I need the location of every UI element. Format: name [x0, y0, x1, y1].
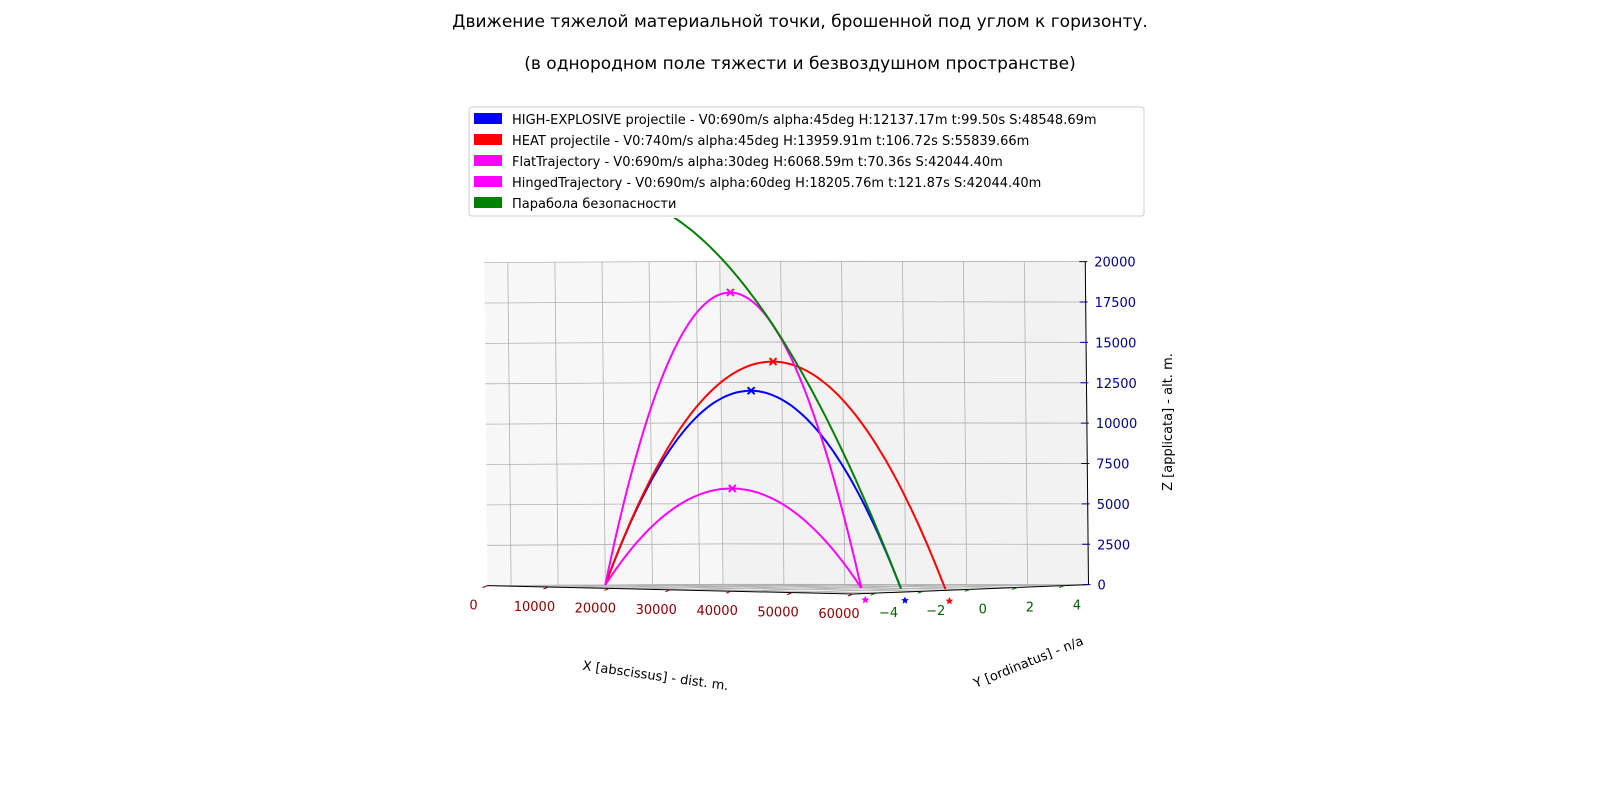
- legend-label: Парабола безопасности: [512, 197, 676, 212]
- x-axis-label: X [abscissus] - dist. m.: [582, 659, 730, 694]
- grid-line-z: [487, 543, 1089, 546]
- y-tick-mark: [1058, 585, 1066, 589]
- apex-marker: [726, 288, 735, 297]
- y-tick-mark: [870, 592, 877, 596]
- x-tick-mark: [604, 587, 610, 591]
- landing-marker: [901, 596, 909, 604]
- apex-marker: [746, 386, 756, 395]
- tick-labels: 0 10000 20000 30000 40000 50000 60000 −4 −2 0 2 4 0 2…: [469, 256, 1137, 622]
- apex-marker: [768, 357, 778, 366]
- y-tick-label: 0: [979, 602, 987, 617]
- y-tick-label: −4: [879, 606, 898, 621]
- z-tick-label: 2500: [1097, 538, 1130, 553]
- grid-line-z: [484, 260, 1086, 264]
- grid-line-z: [486, 462, 1088, 465]
- trajectory-line: [672, 218, 902, 589]
- z-tick-label: 17500: [1095, 296, 1136, 311]
- y-tick-mark: [964, 588, 971, 592]
- y-tick-mark: [1011, 586, 1019, 590]
- x-tick-label: 40000: [696, 604, 737, 619]
- legend-label: FlatTrajectory - V0:690m/s alpha:30deg H…: [512, 155, 1003, 170]
- legend: HIGH-EXPLOSIVE projectile - V0:690m/s al…: [468, 106, 1145, 217]
- grid-line-z: [484, 301, 1086, 304]
- z-axis-label: Z [applicata] - alt. m.: [1161, 353, 1176, 491]
- grid-line-z: [485, 341, 1087, 344]
- x-tick-label: 10000: [514, 600, 555, 615]
- x-tick-label: 30000: [636, 603, 677, 618]
- landing-marker: [861, 596, 870, 604]
- legend-swatch: [474, 155, 502, 166]
- z-tick-label: 12500: [1095, 377, 1136, 392]
- y-tick-mark: [917, 590, 924, 594]
- legend-label: HIGH-EXPLOSIVE projectile - V0:690m/s al…: [512, 113, 1097, 128]
- z-tick-label: 20000: [1094, 256, 1135, 271]
- z-tick-label: 15000: [1095, 336, 1136, 351]
- apex-marker: [728, 484, 737, 493]
- legend-label: HEAT projectile - V0:740m/s alpha:45deg …: [512, 134, 1029, 149]
- x-tick-mark: [665, 589, 671, 593]
- legend-box: [468, 106, 1145, 217]
- chart-title: Движение тяжелой материальной точки, бро…: [452, 12, 1148, 32]
- y-tick-label: −2: [926, 604, 945, 619]
- y-axis-label: Y [ordinatus] - n/a: [971, 634, 1086, 692]
- grid-line-z: [486, 503, 1088, 506]
- legend-label: HingedTrajectory - V0:690m/s alpha:60deg…: [512, 176, 1041, 191]
- z-tick-label: 0: [1098, 579, 1106, 594]
- trajectory-markers: [726, 288, 954, 605]
- x-tick-label: 50000: [757, 606, 798, 621]
- legend-swatch: [474, 113, 502, 124]
- x-tick-mark: [847, 593, 854, 597]
- x-tick-label: 20000: [575, 601, 616, 616]
- x-tick-mark: [543, 586, 549, 590]
- z-tick-label: 10000: [1096, 417, 1137, 432]
- chart-subtitle: (в однородном поле тяжести и безвоздушно…: [524, 54, 1076, 74]
- legend-swatch: [474, 176, 502, 187]
- landing-marker: [945, 597, 954, 605]
- x-tick-label: 0: [469, 599, 477, 614]
- grid-line-z: [485, 422, 1087, 425]
- legend-swatch: [474, 197, 502, 208]
- x-tick-label: 60000: [818, 607, 859, 622]
- y-tick-label: 4: [1073, 599, 1081, 614]
- x-tick-mark: [786, 592, 793, 596]
- x-tick-mark: [725, 590, 732, 594]
- legend-swatch: [474, 134, 502, 145]
- z-tick-label: 5000: [1097, 498, 1130, 513]
- x-tick-mark: [482, 585, 488, 589]
- grid-line-z: [487, 583, 1089, 586]
- z-tick-label: 7500: [1096, 458, 1129, 473]
- y-tick-label: 2: [1026, 600, 1034, 615]
